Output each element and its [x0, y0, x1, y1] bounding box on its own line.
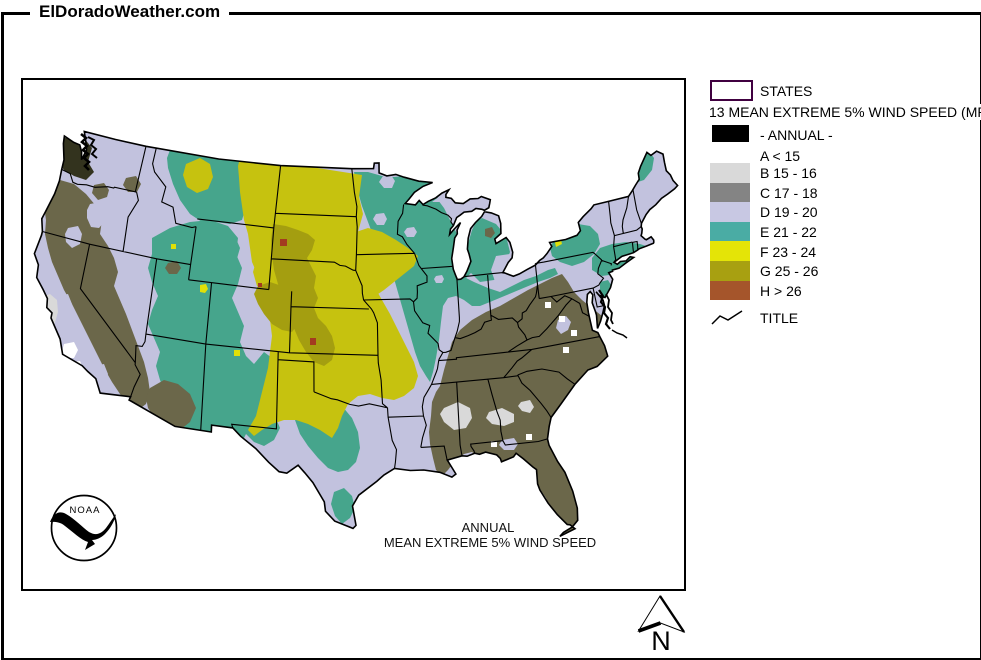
svg-text:NOAA: NOAA	[70, 505, 101, 516]
svg-text:N: N	[651, 626, 671, 656]
